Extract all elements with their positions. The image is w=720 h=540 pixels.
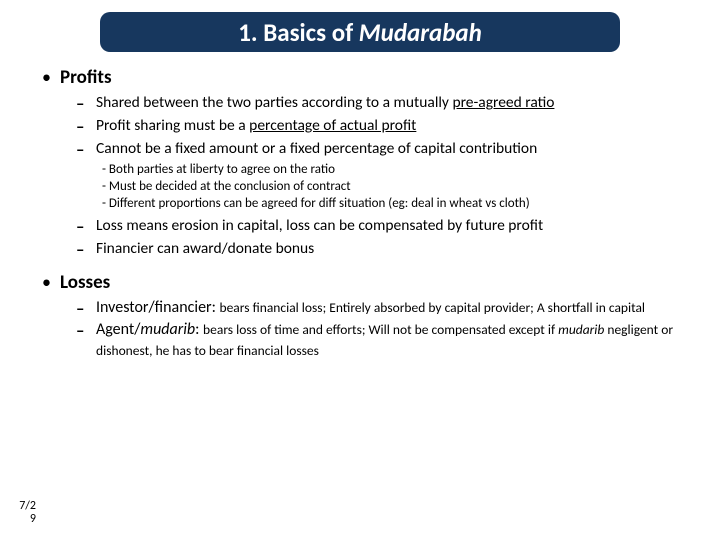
list-item: –Agent/mudarib: bears loss of time and e… xyxy=(76,320,682,360)
item-text: Cannot be a fixed amount or a fixed perc… xyxy=(96,139,682,161)
role-label: Agent/mudarib: xyxy=(96,320,203,339)
title-prefix: 1. Basics of xyxy=(238,17,359,48)
note-item: - Different proportions can be agreed fo… xyxy=(102,196,682,213)
item-text: Profit sharing must be a percentage of a… xyxy=(96,116,682,138)
dash-icon: – xyxy=(76,93,96,115)
list-item: –Profit sharing must be a percentage of … xyxy=(76,116,682,138)
section-losses: • Losses –Investor/financier: bears fina… xyxy=(38,271,682,361)
slide: 1. Basics of Mudarabah • Profits –Shared… xyxy=(0,0,720,540)
item-text: Financier can award/donate bonus xyxy=(96,239,682,261)
losses-sublist: –Investor/financier: bears financial los… xyxy=(38,298,682,361)
bullet-row: • Profits xyxy=(38,66,682,89)
section-profits: • Profits –Shared between the two partie… xyxy=(38,66,682,261)
list-item: –Financier can award/donate bonus xyxy=(76,239,682,261)
note-item: - Both parties at liberty to agree on th… xyxy=(102,162,682,179)
title-italic: Mudarabah xyxy=(359,17,482,48)
list-item: –Cannot be a fixed amount or a fixed per… xyxy=(76,139,682,161)
dash-icon: – xyxy=(76,216,96,238)
content: • Profits –Shared between the two partie… xyxy=(28,66,692,361)
list-item: –Shared between the two parties accordin… xyxy=(76,93,682,115)
bullet-dot-icon: • xyxy=(38,273,60,291)
losses-heading: Losses xyxy=(60,271,110,294)
profits-sublist-2: –Loss means erosion in capital, loss can… xyxy=(38,216,682,261)
title-bar: 1. Basics of Mudarabah xyxy=(100,12,620,52)
page-number: 7/2 9 xyxy=(10,500,36,526)
item-text: Shared between the two parties according… xyxy=(96,93,682,115)
list-item: –Investor/financier: bears financial los… xyxy=(76,298,682,320)
item-text: Loss means erosion in capital, loss can … xyxy=(96,216,682,238)
slide-title: 1. Basics of Mudarabah xyxy=(238,17,482,48)
dash-icon: – xyxy=(76,320,96,360)
page-num-top: 7/2 xyxy=(10,500,36,513)
page-num-bottom: 9 xyxy=(10,513,36,526)
note-item: - Must be decided at the conclusion of c… xyxy=(102,179,682,196)
profits-heading: Profits xyxy=(60,66,112,89)
top-list: • Profits –Shared between the two partie… xyxy=(38,66,682,361)
item-text: Investor/financier: bears financial loss… xyxy=(96,298,682,320)
role-desc: bears financial loss; Entirely absorbed … xyxy=(220,299,646,316)
role-label: Investor/financier: xyxy=(96,298,220,317)
bullet-row: • Losses xyxy=(38,271,682,294)
bullet-dot-icon: • xyxy=(38,68,60,86)
item-text: Agent/mudarib: bears loss of time and ef… xyxy=(96,320,682,360)
dash-icon: – xyxy=(76,139,96,161)
dash-icon: – xyxy=(76,116,96,138)
list-item: –Loss means erosion in capital, loss can… xyxy=(76,216,682,238)
profits-notes: - Both parties at liberty to agree on th… xyxy=(38,162,682,212)
dash-icon: – xyxy=(76,239,96,261)
profits-sublist: –Shared between the two parties accordin… xyxy=(38,93,682,160)
dash-icon: – xyxy=(76,298,96,320)
